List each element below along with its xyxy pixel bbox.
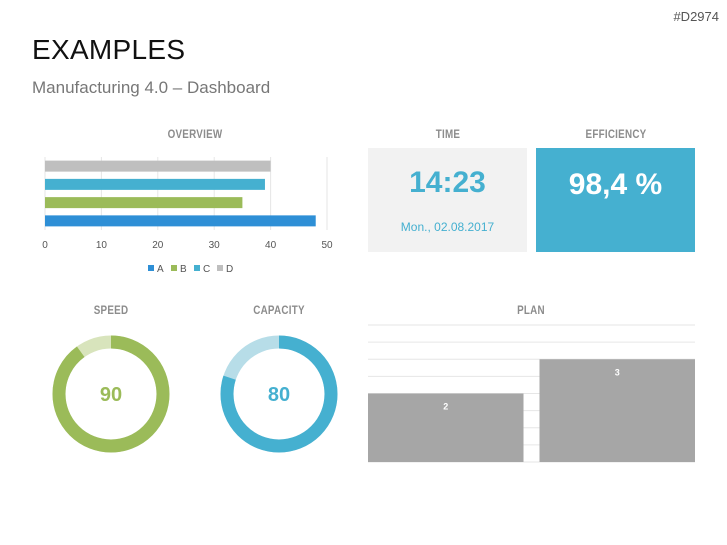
- document-id: #D2974: [673, 9, 719, 24]
- plan-bar-2: [539, 359, 695, 462]
- legend-label-a: A: [157, 264, 164, 275]
- overview-title: OVERVIEW: [167, 127, 223, 141]
- plan-data-label: 3: [615, 367, 620, 377]
- overview-bar-b: [45, 197, 243, 209]
- time-title: TIME: [435, 127, 461, 141]
- speed-donut-chart: 90: [52, 335, 170, 453]
- efficiency-value: 98,4 %: [568, 168, 663, 201]
- overview-tick-label: 40: [265, 240, 277, 251]
- legend-label-d: D: [226, 264, 233, 275]
- overview-tick-label: 30: [209, 240, 221, 251]
- legend-label-c: C: [203, 264, 210, 275]
- overview-tick-label: 50: [321, 240, 333, 251]
- legend-label-b: B: [180, 264, 187, 275]
- legend-swatch-c: [194, 265, 200, 271]
- overview-tick-label: 10: [96, 240, 108, 251]
- legend-swatch-d: [217, 265, 223, 271]
- efficiency-card: 98,4 %: [536, 148, 695, 252]
- capacity-title: CAPACITY: [253, 303, 305, 317]
- plan-data-label: 2: [443, 402, 448, 412]
- capacity-donut-chart: 80: [220, 335, 338, 453]
- page-subtitle: Manufacturing 4.0 – Dashboard: [32, 78, 271, 97]
- capacity-value-label: 80: [268, 384, 290, 406]
- overview-bar-d: [45, 160, 271, 172]
- plan-title: PLAN: [517, 303, 545, 317]
- overview-bar-a: [45, 215, 316, 227]
- plan-bar-1: [368, 393, 524, 462]
- speed-value-label: 90: [100, 384, 122, 406]
- legend-swatch-a: [148, 265, 154, 271]
- overview-bar-c: [45, 178, 265, 190]
- time-value: 14:23: [409, 166, 486, 199]
- capacity-value-arc: [220, 335, 338, 453]
- speed-value-arc: [52, 335, 170, 453]
- overview-tick-label: 0: [42, 240, 48, 251]
- legend-swatch-b: [171, 265, 177, 271]
- time-date: Mon., 02.08.2017: [400, 220, 495, 234]
- efficiency-title: EFFICIENCY: [585, 127, 647, 141]
- overview-tick-label: 20: [152, 240, 164, 251]
- time-card: 14:23 Mon., 02.08.2017: [368, 148, 527, 252]
- page-title: EXAMPLES: [32, 34, 186, 65]
- speed-title: SPEED: [93, 303, 129, 317]
